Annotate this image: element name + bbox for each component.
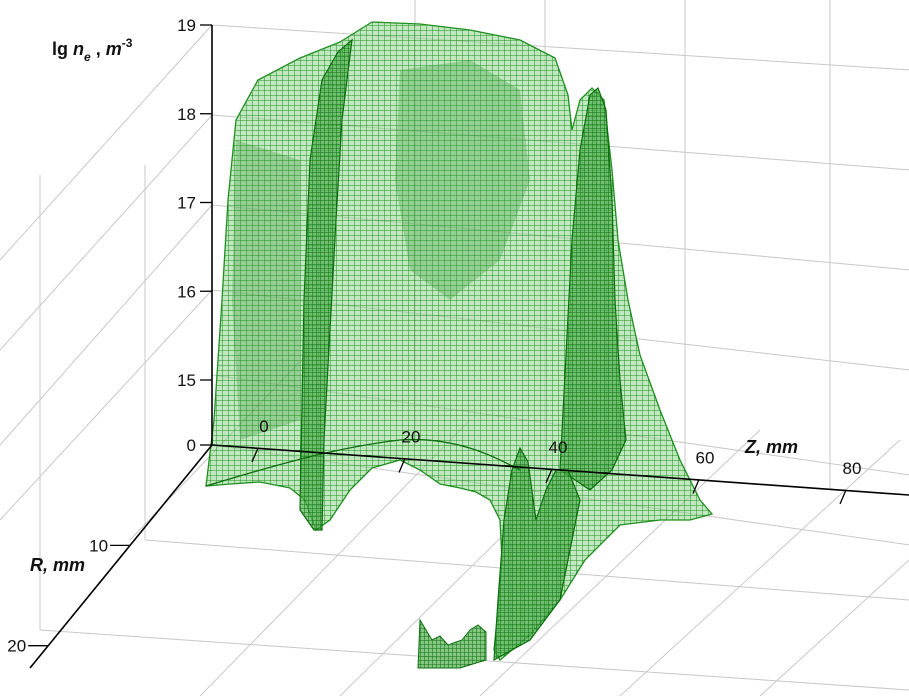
surface-inner-shade bbox=[395, 60, 530, 300]
axis-ticks: 0 15 16 17 18 19 0 20 40 60 80 10 20 bbox=[7, 16, 861, 656]
y-axis-tick-label: 10 bbox=[89, 536, 108, 555]
grid-line bbox=[0, 204, 213, 446]
x-axis-tick-label: 0 bbox=[259, 417, 268, 436]
grid-line bbox=[759, 559, 909, 696]
surface-fragment bbox=[417, 618, 487, 669]
x-axis-tick bbox=[251, 447, 259, 463]
grid-line bbox=[619, 439, 901, 696]
grid-line bbox=[211, 24, 909, 71]
surface-left-shade bbox=[232, 140, 300, 440]
surface-edge-curve bbox=[205, 438, 521, 487]
surface-lower-spike bbox=[493, 446, 581, 662]
surface-left-ridge bbox=[299, 38, 353, 531]
x-axis-tick-label: 20 bbox=[402, 428, 421, 447]
z-axis-tick-label: 0 bbox=[187, 436, 196, 455]
x-axis-tick bbox=[692, 479, 700, 494]
x-axis-tick-label: 80 bbox=[843, 459, 862, 478]
x-axis-tick-label: 60 bbox=[696, 449, 715, 468]
grid-line bbox=[0, 24, 213, 261]
z-axis-title: lg ne , m-3 bbox=[52, 36, 133, 64]
density-surface bbox=[205, 21, 714, 669]
x-axis-tick-label: 40 bbox=[549, 438, 568, 457]
x-axis-tick bbox=[839, 489, 847, 505]
z-axis-tick-label: 17 bbox=[177, 194, 196, 213]
grid-line bbox=[479, 429, 761, 696]
y-axis-tick-label: 20 bbox=[7, 637, 26, 656]
x-axis-tick bbox=[545, 468, 553, 484]
x-axis-title: Z, mm bbox=[744, 437, 798, 457]
surface-right-peak bbox=[559, 86, 627, 491]
y-axis-line bbox=[29, 444, 213, 669]
z-axis-tick-label: 19 bbox=[177, 16, 196, 35]
grid-line bbox=[0, 289, 213, 521]
grid-line bbox=[0, 114, 213, 351]
z-axis-tick-label: 15 bbox=[177, 371, 196, 390]
x-axis-tick bbox=[398, 458, 406, 473]
axes bbox=[29, 25, 909, 669]
x-axis-line bbox=[211, 444, 909, 496]
z-axis-tick-label: 18 bbox=[177, 105, 196, 124]
y-axis-title: R, mm bbox=[30, 555, 85, 575]
z-axis-tick-label: 16 bbox=[177, 282, 196, 301]
